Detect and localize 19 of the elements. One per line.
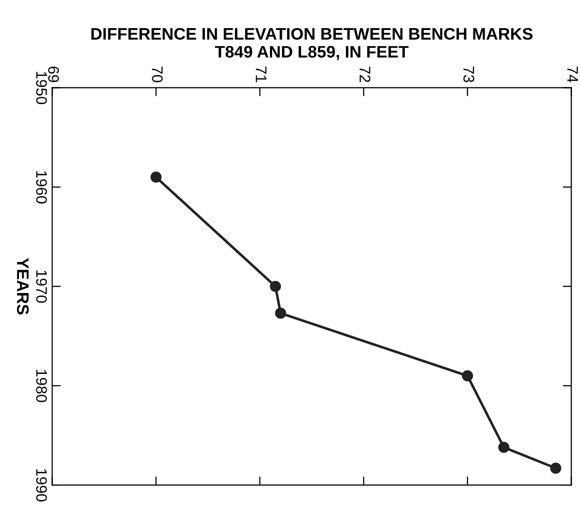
x-tick-label: 72 [360, 66, 370, 82]
point [462, 370, 474, 382]
point [150, 172, 162, 183]
point [270, 280, 281, 292]
x-tick-label: 70 [152, 66, 163, 82]
y-tick-label: 1980 [36, 370, 47, 402]
point [550, 462, 562, 474]
y-tick-label: 1960 [36, 171, 47, 204]
point [498, 442, 510, 453]
y-axis-title: YEARS [16, 258, 29, 314]
y-tick-label: 1990 [36, 469, 47, 502]
x-axis-title: DIFFERENCE IN ELEVATION BETWEEN BENCH MARKS T849 AND L859, IN FEET [91, 28, 533, 60]
x-tick-label: 74 [567, 66, 578, 82]
x-tick-label: 73 [463, 66, 474, 82]
y-tick-label: 1950 [36, 72, 47, 104]
x-tick-label: 69 [48, 66, 59, 82]
point [275, 308, 286, 319]
y-tick-label: 1970 [36, 270, 47, 303]
x-tick-label: 71 [256, 66, 266, 82]
